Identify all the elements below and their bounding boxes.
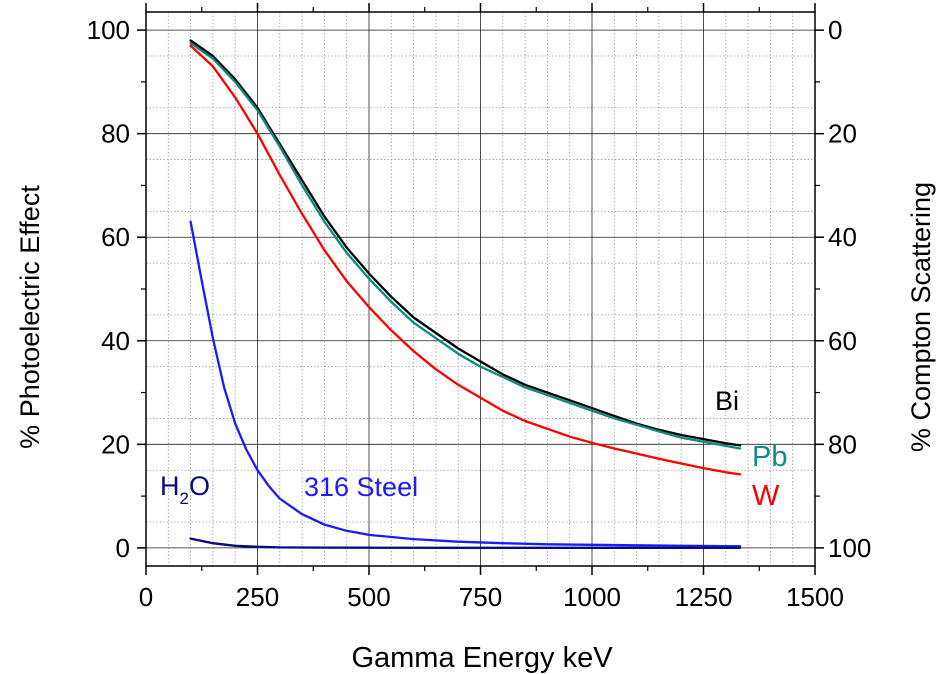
x-tick-label: 250 bbox=[236, 582, 279, 612]
x-tick-label: 1250 bbox=[675, 582, 733, 612]
x-tick-label: 0 bbox=[139, 582, 153, 612]
series bbox=[191, 41, 741, 548]
axis-ticks: 0 250 500 750 1000 1250 1500 0 20 40 60 80 100 100 80 6… bbox=[87, 3, 872, 612]
x-tick-label: 750 bbox=[459, 582, 502, 612]
series-label-pb: Pb bbox=[752, 441, 787, 473]
y-tick-label-right: 60 bbox=[828, 326, 857, 356]
y-tick-label-right: 100 bbox=[828, 533, 871, 563]
series-line-316-steel bbox=[191, 222, 741, 547]
x-tick-label: 500 bbox=[347, 582, 390, 612]
y-tick-label-left: 80 bbox=[101, 119, 130, 149]
y-tick-label-left: 100 bbox=[87, 15, 130, 45]
y-tick-label-right: 0 bbox=[828, 15, 842, 45]
x-tick-label: 1500 bbox=[786, 582, 844, 612]
series-label-bi: Bi bbox=[715, 386, 739, 416]
y-tick-label-right: 40 bbox=[828, 222, 857, 252]
y-tick-label-left: 40 bbox=[101, 326, 130, 356]
series-labels: Bi Pb W 316 Steel H2O bbox=[160, 386, 787, 512]
y-tick-label-right: 80 bbox=[828, 429, 857, 459]
y-axis-title-left: % Photoelectric Effect bbox=[15, 185, 45, 449]
series-line-w bbox=[191, 46, 741, 475]
y-axis-title-right: % Compton Scattering bbox=[906, 182, 936, 452]
series-line-bi bbox=[191, 41, 741, 446]
y-tick-label-left: 20 bbox=[101, 429, 130, 459]
y-tick-label-left: 60 bbox=[101, 222, 130, 252]
series-label-w: W bbox=[752, 480, 780, 512]
y-tick-label-left: 0 bbox=[116, 533, 130, 563]
x-axis-title: Gamma Energy keV bbox=[351, 642, 613, 674]
y-tick-label-right: 20 bbox=[828, 119, 857, 149]
x-tick-label: 1000 bbox=[563, 582, 621, 612]
series-label-316-steel: 316 Steel bbox=[304, 472, 418, 502]
series-label-h-o: H2O bbox=[160, 471, 210, 508]
